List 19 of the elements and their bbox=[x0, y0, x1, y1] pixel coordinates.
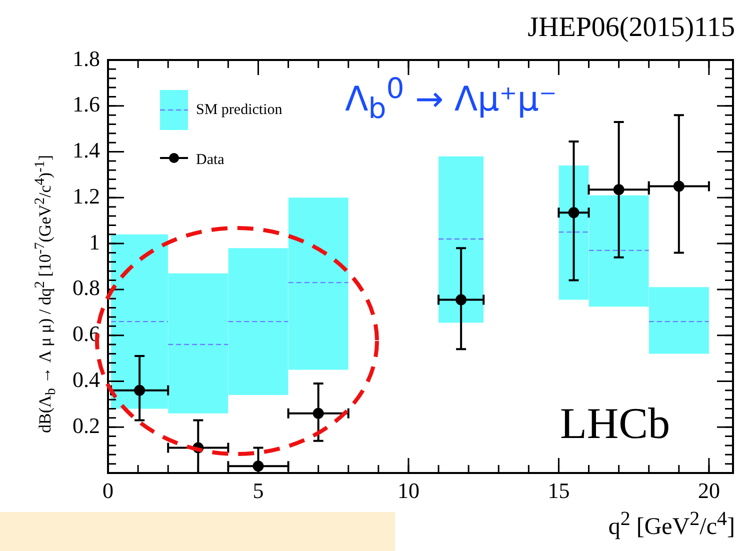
annotation: Λ$_{b}$$^{0}$ → Λμ⁺μ⁻ bbox=[345, 72, 557, 126]
x-tick-label: 15 bbox=[548, 478, 570, 503]
x-tick-label: 5 bbox=[252, 478, 264, 503]
y-tick-label: 1.8 bbox=[72, 46, 100, 71]
chart-title: JHEP06(2015)115 bbox=[528, 12, 735, 44]
annotation: LHCb bbox=[560, 398, 670, 449]
y-tick-label: 1 bbox=[89, 229, 100, 254]
legend-label: SM prediction bbox=[196, 102, 283, 118]
legend-label: Data bbox=[196, 152, 225, 168]
y-tick-label: 1.4 bbox=[72, 138, 100, 163]
y-tick-label: 0.2 bbox=[72, 412, 100, 438]
y-tick-label: 1.2 bbox=[72, 183, 100, 208]
x-axis-title: q$^{2}$ [GeV$^{2}$/c$^{4}$] bbox=[608, 508, 735, 541]
y-tick-label: 1.6 bbox=[72, 92, 100, 117]
x-tick-label: 10 bbox=[397, 478, 420, 503]
x-tick-label: 0 bbox=[102, 478, 114, 503]
y-tick-label: 0.4 bbox=[72, 367, 100, 392]
y-tick-label: 0.8 bbox=[72, 275, 100, 300]
x-tick-label: 20 bbox=[698, 478, 720, 503]
